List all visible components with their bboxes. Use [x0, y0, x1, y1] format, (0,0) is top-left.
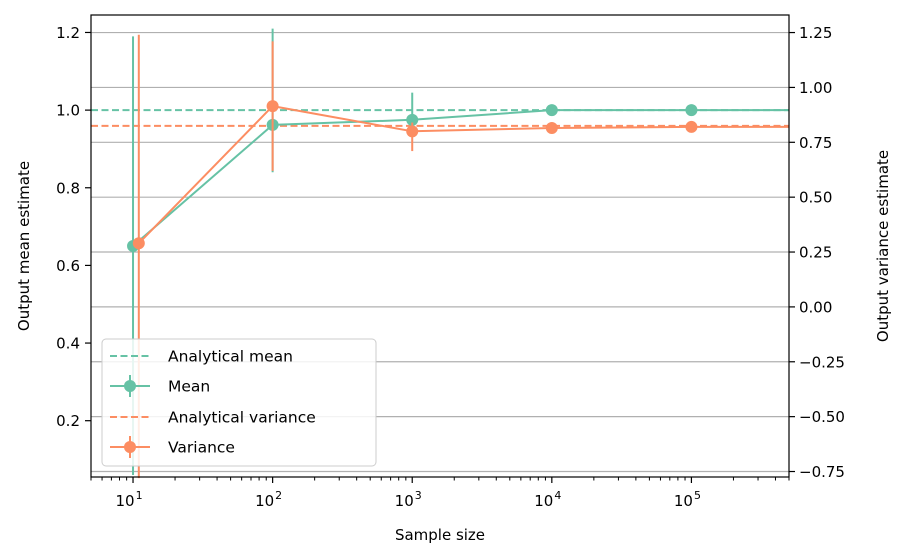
y-axis-right-label: Output variance estimate — [874, 150, 892, 342]
x-tick-exponent: 1 — [136, 489, 143, 502]
legend-label: Mean — [168, 378, 210, 396]
variance-marker — [266, 100, 279, 113]
y-right-tick-label: −0.75 — [799, 463, 845, 481]
mean-marker — [545, 104, 558, 117]
y-right-tick-label: −0.25 — [799, 353, 845, 371]
legend-box — [101, 338, 377, 467]
x-axis-label: Sample size — [395, 526, 485, 544]
y-right-tick-label: 0.50 — [799, 189, 832, 207]
y-left-tick-label: 1.2 — [56, 24, 80, 42]
y-right-tick-label: 0.00 — [799, 298, 832, 316]
y-left-tick-label: 0.8 — [56, 179, 80, 197]
y-right-tick-label: 0.25 — [799, 244, 832, 262]
mean-line — [132, 109, 789, 247]
x-tick-label: 105 — [674, 489, 701, 510]
variance-marker — [132, 237, 145, 250]
legend-label: Analytical mean — [168, 348, 293, 366]
y-right-tick-label: 1.00 — [799, 79, 832, 97]
y-left-tick-label: 0.6 — [56, 257, 80, 275]
y-right-tick-label: 1.25 — [799, 24, 832, 42]
y-left-tick-label: 0.4 — [56, 335, 80, 353]
legend: Analytical mean Mean Analytical variance Va… — [101, 338, 377, 467]
legend-item: Analytical variance — [110, 409, 316, 427]
x-tick-label: 104 — [534, 489, 561, 510]
legend-label: Variance — [168, 439, 235, 457]
legend-item: Analytical mean — [110, 348, 293, 366]
y-axis-left: 0.2 0.4 0.6 0.8 1.0 1.2 — [56, 24, 91, 430]
legend-swatch-marker — [124, 380, 136, 392]
x-axis: 101 102 103 104 105 — [90, 477, 790, 510]
variance-marker — [685, 120, 698, 133]
variance-line — [138, 105, 789, 244]
y-right-tick-label: 0.75 — [799, 134, 832, 152]
x-tick-exponent: 5 — [694, 489, 701, 502]
x-tick-exponent: 3 — [415, 489, 422, 502]
variance-marker — [545, 122, 558, 135]
x-tick-label: 101 — [115, 489, 142, 510]
mean-marker — [406, 113, 419, 126]
x-tick-label: 103 — [395, 489, 422, 510]
variance-marker — [406, 125, 419, 138]
legend-item: Variance — [110, 436, 235, 458]
x-tick-label: 102 — [255, 489, 282, 510]
y-left-tick-label: 1.0 — [56, 102, 80, 120]
x-tick-exponent: 2 — [275, 489, 282, 502]
y-axis-right: −0.75 −0.50 −0.25 0.00 0.25 0.50 0.75 1.00 1.25 — [789, 24, 845, 481]
y-right-tick-label: −0.50 — [799, 408, 845, 426]
legend-item: Mean — [110, 375, 210, 397]
y-left-tick-label: 0.2 — [56, 412, 80, 430]
plot-frame — [90, 14, 790, 478]
legend-swatch-marker — [124, 441, 136, 453]
mean-marker — [685, 104, 698, 117]
legend-label: Analytical variance — [168, 409, 316, 427]
x-tick-exponent: 4 — [554, 489, 561, 502]
y-axis-left-label: Output mean estimate — [15, 161, 33, 331]
